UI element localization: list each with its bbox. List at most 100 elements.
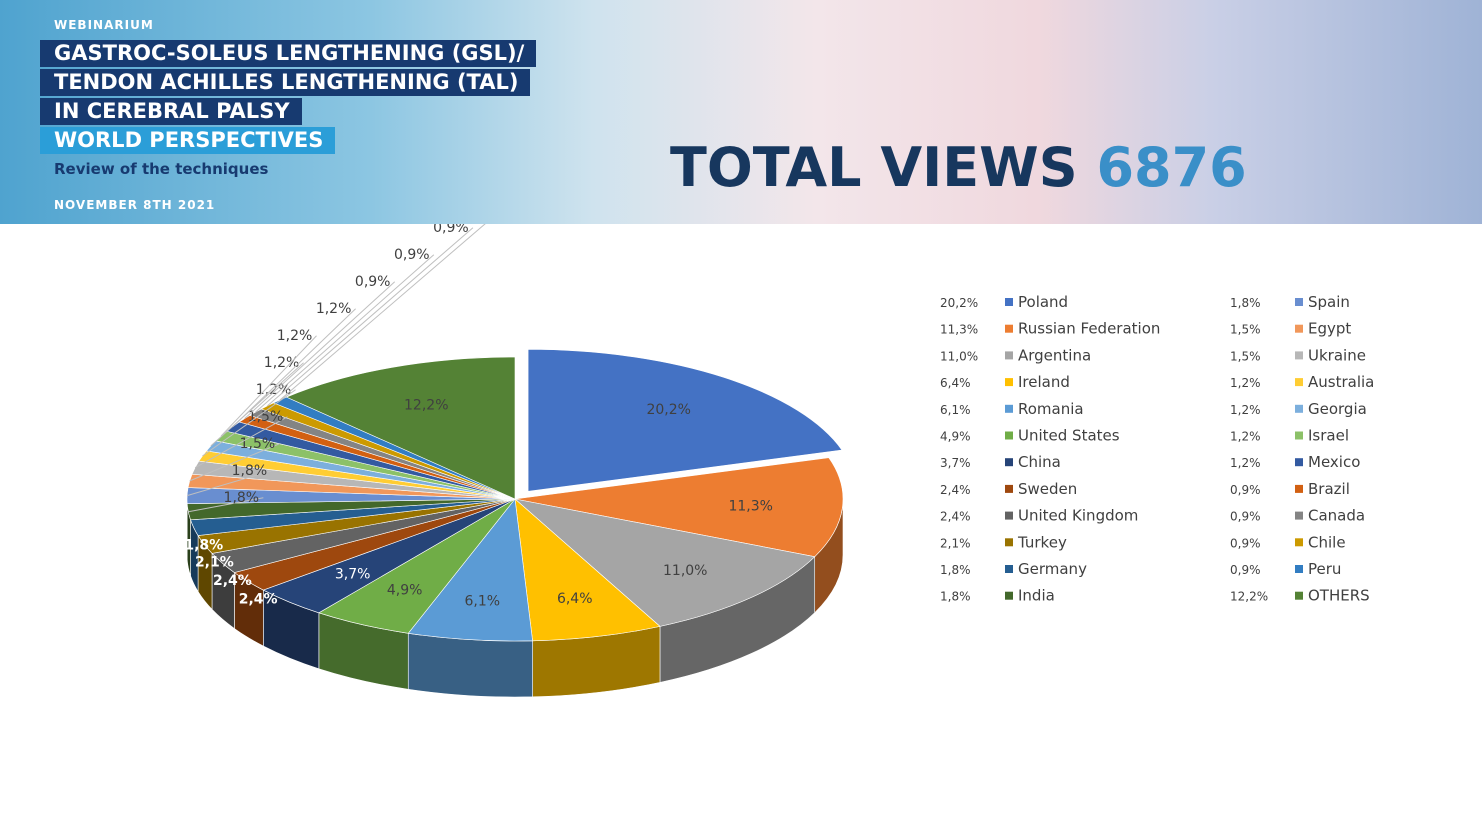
data-label: 0,9% <box>433 224 469 236</box>
legend-value: 6,1% <box>940 403 971 417</box>
legend-value: 1,2% <box>1230 430 1261 444</box>
leader-line <box>255 254 435 413</box>
legend-value: 1,5% <box>1230 323 1261 337</box>
data-label: 0,9% <box>355 274 391 290</box>
legend-swatch <box>1005 351 1013 360</box>
legend-label: Russian Federation <box>1018 320 1160 338</box>
chart: 20,2% 11,3% 11,0% 6,4% 6,1% 4,9% 3,7% 12,2% 2,4%… <box>184 224 1374 698</box>
data-label: 0,9% <box>394 247 430 263</box>
data-label: 4,9% <box>387 582 423 598</box>
legend-label: United Kingdom <box>1018 507 1138 525</box>
slice <box>514 457 844 558</box>
legend-value: 3,7% <box>940 456 971 470</box>
legend-swatch <box>1005 458 1013 467</box>
slice <box>513 498 816 627</box>
total-number: 6876 <box>1096 136 1247 199</box>
legend-swatch <box>1295 351 1303 360</box>
slice-side <box>407 632 533 698</box>
legend-label: India <box>1018 587 1055 605</box>
kicker: WEBINARIUM <box>54 18 154 32</box>
legend-label: Mexico <box>1308 453 1360 471</box>
legend-label: OTHERS <box>1308 587 1370 605</box>
legend-value: 12,2% <box>1230 590 1268 604</box>
legend-swatch <box>1295 538 1303 547</box>
legend-label: Germany <box>1018 560 1087 578</box>
total-label: TOTAL VIEWS <box>670 136 1078 199</box>
legend-label: Canada <box>1308 507 1365 525</box>
leader-line <box>244 281 396 420</box>
legend-label: Spain <box>1308 293 1350 311</box>
data-label: 12,2% <box>404 397 448 413</box>
legend-label: Ukraine <box>1308 346 1366 364</box>
leader-line <box>210 362 304 447</box>
legend-swatch <box>1295 431 1303 440</box>
legend-value: 2,1% <box>940 536 971 550</box>
leader-line <box>232 308 356 427</box>
subtitle: Review of the techniques <box>54 160 269 178</box>
legend-swatch <box>1005 324 1013 333</box>
data-label: 3,7% <box>335 566 371 582</box>
legend-swatch <box>1005 431 1013 440</box>
legend-value: 4,9% <box>940 430 971 444</box>
legend-value: 2,4% <box>940 510 971 524</box>
title-line: TENDON ACHILLES LENGTHENING (TAL) <box>40 69 531 96</box>
data-label: 2,1% <box>195 555 234 571</box>
legend-label: United States <box>1018 427 1120 445</box>
legend-label: Ireland <box>1018 373 1070 391</box>
legend-label: Romania <box>1018 400 1084 418</box>
data-label: 2,4% <box>239 592 278 608</box>
legend-label: Israel <box>1308 427 1349 445</box>
legend-swatch <box>1295 591 1303 600</box>
title-line: GASTROC-SOLEUS LENGTHENING (GSL)/ <box>40 40 537 67</box>
leader-line <box>267 227 474 407</box>
data-label: 11,0% <box>663 563 707 579</box>
data-label: 1,8% <box>232 463 268 479</box>
legend-swatch <box>1295 378 1303 387</box>
legend-label: Poland <box>1018 293 1068 311</box>
legend-label: Georgia <box>1308 400 1367 418</box>
slice <box>514 498 661 642</box>
legend-swatch <box>1005 378 1013 387</box>
legend-label: Brazil <box>1308 480 1350 498</box>
legend-value: 1,2% <box>1230 403 1261 417</box>
legend-swatch <box>1295 458 1303 467</box>
legend-value: 2,4% <box>940 483 971 497</box>
legend-swatch <box>1295 511 1303 520</box>
pie-walls <box>186 498 844 698</box>
slice <box>285 356 516 500</box>
legend-value: 1,8% <box>940 563 971 577</box>
leader-line <box>202 389 296 457</box>
data-label: 11,3% <box>728 498 772 514</box>
legend-value: 20,2% <box>940 296 978 310</box>
header-banner: WEBINARIUM GASTROC-SOLEUS LENGTHENING (G… <box>0 0 1482 224</box>
legend-swatch <box>1005 298 1013 306</box>
leader-line <box>189 443 280 482</box>
legend-label: China <box>1018 453 1061 471</box>
date: NOVEMBER 8TH 2021 <box>54 198 216 212</box>
legend-swatch <box>1295 484 1303 493</box>
slice <box>527 349 843 492</box>
legend-label: Egypt <box>1308 320 1351 338</box>
legend-value: 1,8% <box>1230 296 1261 310</box>
legend-label: Chile <box>1308 533 1346 551</box>
legend-swatch <box>1295 324 1303 333</box>
legend-swatch <box>1005 538 1013 547</box>
legend-value: 6,4% <box>940 376 971 390</box>
leader-line <box>186 470 272 497</box>
slice <box>407 498 533 642</box>
legend-label: Sweden <box>1018 480 1077 498</box>
legend-label: Peru <box>1308 560 1341 578</box>
title-line: IN CEREBRAL PALSY <box>40 98 302 125</box>
leader-line <box>194 416 288 469</box>
legend-swatch <box>1005 591 1013 600</box>
legend-swatch <box>1295 404 1303 413</box>
legend-value: 0,9% <box>1230 510 1261 524</box>
legend-value: 11,0% <box>940 349 978 363</box>
data-label: 1,5% <box>248 409 284 425</box>
legend-value: 11,3% <box>940 323 978 337</box>
legend-value: 0,9% <box>1230 563 1261 577</box>
data-label: 1,2% <box>316 301 352 317</box>
data-label: 20,2% <box>646 402 690 418</box>
legend-swatch <box>1005 404 1013 413</box>
